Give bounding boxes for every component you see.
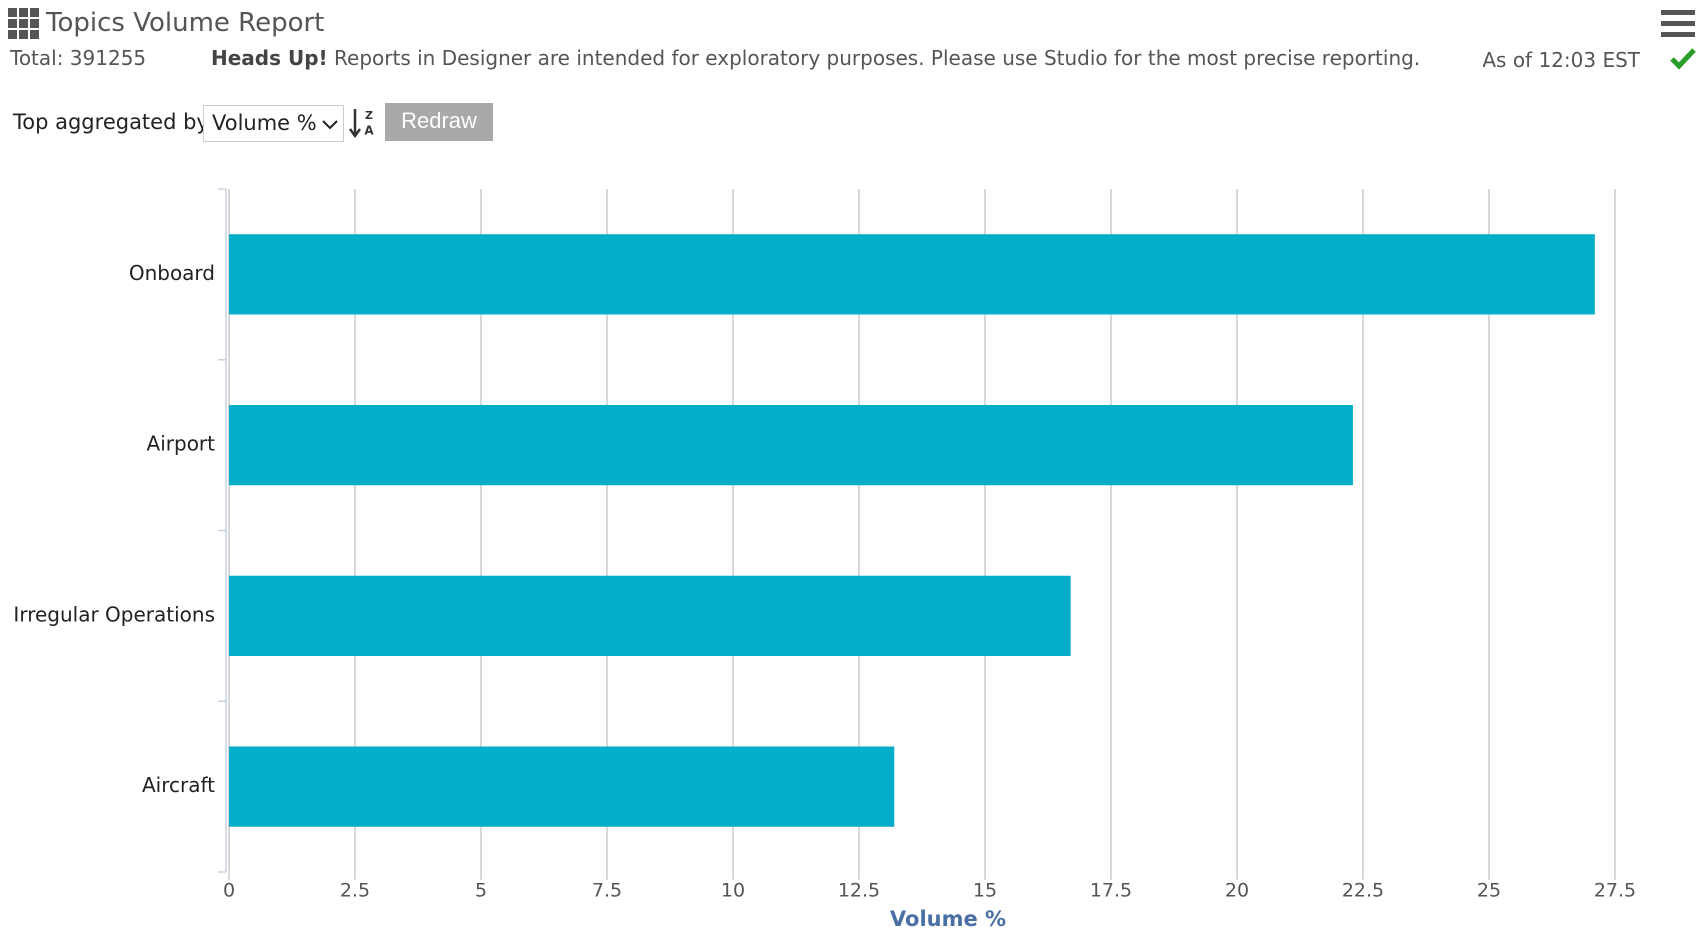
bar xyxy=(229,575,1071,657)
y-tick-label: Irregular Operations xyxy=(13,602,215,626)
as-of: As of 12:03 EST xyxy=(1482,48,1640,72)
total: Total: 391255 xyxy=(10,46,147,70)
svg-text:Z: Z xyxy=(365,109,373,122)
x-tick-label: 5 xyxy=(475,880,487,902)
bar xyxy=(229,234,1595,315)
notice-bold: Heads Up! xyxy=(211,46,328,70)
redraw-button[interactable]: Redraw xyxy=(385,103,493,141)
x-tick-label: 7.5 xyxy=(592,880,622,902)
x-tick-label: 0 xyxy=(223,880,235,902)
notice-text: Reports in Designer are intended for exp… xyxy=(334,46,1421,70)
aggregate-select[interactable]: Volume % xyxy=(203,105,344,142)
y-tick-label: Aircraft xyxy=(142,773,215,797)
control-label: Top aggregated by xyxy=(13,110,209,134)
report-title: Topics Volume Report xyxy=(46,8,325,38)
x-tick-label: 22.5 xyxy=(1342,880,1384,902)
x-tick-label: 12.5 xyxy=(838,880,880,902)
menu-icon[interactable] xyxy=(1661,10,1695,40)
select-value: Volume % xyxy=(212,111,317,135)
bar xyxy=(229,746,895,827)
x-tick-label: 10 xyxy=(721,880,745,902)
y-tick-label: Onboard xyxy=(129,261,215,285)
x-axis-title: Volume % xyxy=(890,907,1006,931)
y-tick-label: Airport xyxy=(147,432,216,456)
x-tick-label: 17.5 xyxy=(1090,880,1132,902)
grid-icon xyxy=(8,8,39,39)
check-icon xyxy=(1670,48,1696,70)
x-tick-label: 2.5 xyxy=(340,880,370,902)
sort-icon[interactable]: ZA xyxy=(349,107,379,141)
select-caret xyxy=(322,120,338,130)
svg-text:A: A xyxy=(364,124,374,138)
x-tick-label: 15 xyxy=(973,880,997,902)
bar xyxy=(229,404,1353,486)
x-tick-label: 20 xyxy=(1225,880,1249,902)
x-tick-label: 25 xyxy=(1477,880,1501,902)
x-tick-label: 27.5 xyxy=(1594,880,1636,902)
notice: Heads Up! Reports in Designer are intend… xyxy=(211,46,1420,70)
